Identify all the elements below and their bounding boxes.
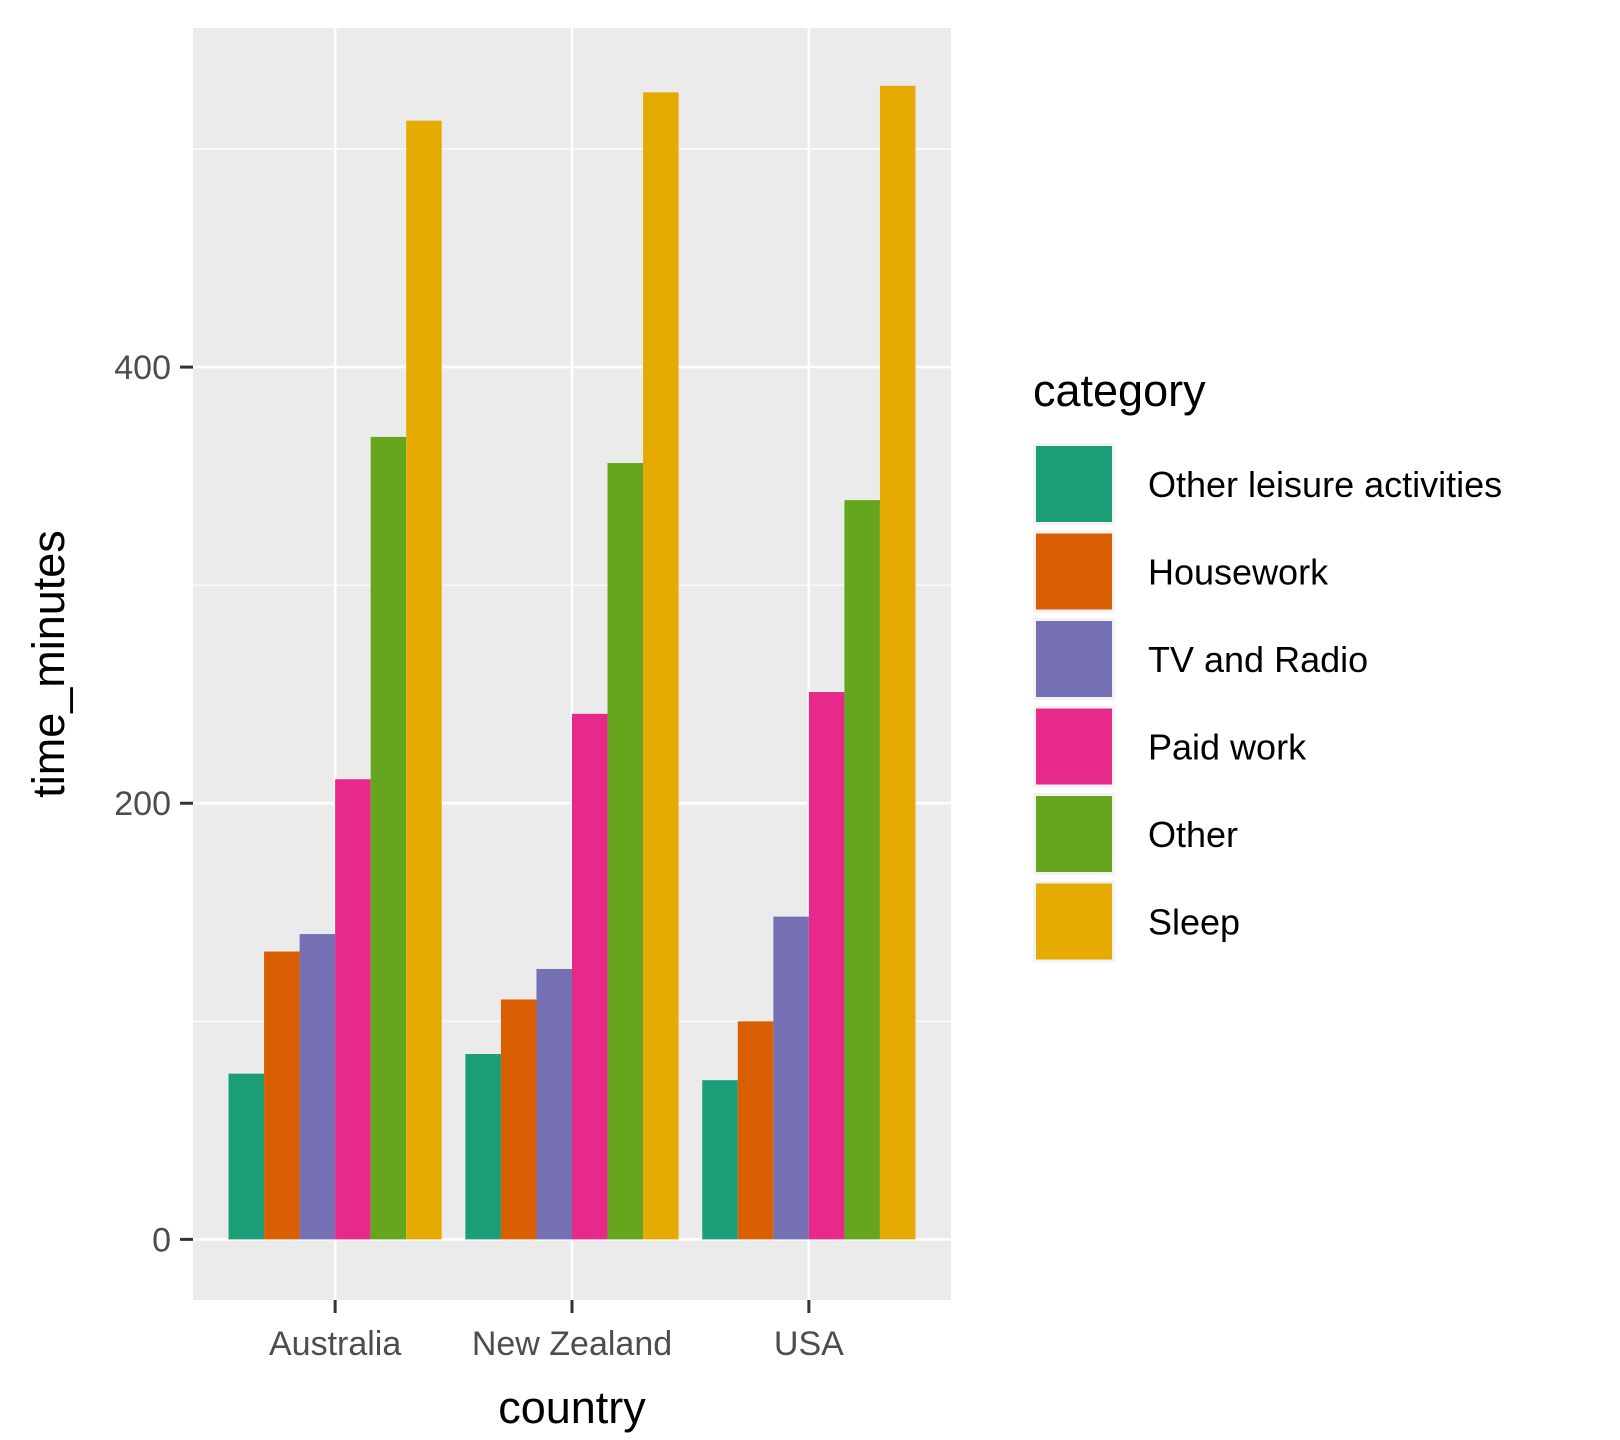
legend-title: category — [1033, 365, 1206, 416]
bar — [702, 1080, 738, 1240]
bars — [228, 85, 916, 1240]
bar — [737, 1021, 774, 1240]
bar — [406, 120, 442, 1240]
bar — [228, 1073, 265, 1240]
legend-label: Housework — [1148, 552, 1329, 593]
legend-key — [1036, 883, 1112, 960]
bar — [299, 934, 336, 1240]
legend-label: Other leisure activities — [1148, 464, 1502, 505]
y-tick-label: 400 — [114, 349, 171, 387]
legend-key — [1036, 446, 1112, 522]
bar — [773, 916, 809, 1240]
x-axis-title: country — [498, 1382, 646, 1433]
x-axis: Australia New Zealand USA — [269, 1300, 844, 1363]
bar — [808, 692, 845, 1240]
legend-key — [1036, 621, 1112, 697]
bar — [335, 779, 371, 1240]
bar — [879, 85, 916, 1240]
legend-label: Other — [1148, 814, 1238, 855]
bar — [607, 463, 644, 1240]
legend-label: TV and Radio — [1148, 639, 1368, 680]
x-tick-label: USA — [774, 1325, 844, 1363]
bar — [536, 968, 572, 1240]
bar — [572, 713, 608, 1240]
bar — [643, 92, 679, 1240]
bar — [500, 999, 537, 1240]
legend-key — [1036, 796, 1112, 872]
legend-label: Paid work — [1148, 727, 1307, 768]
legend-label: Sleep — [1148, 902, 1240, 943]
bar — [465, 1054, 501, 1240]
bar — [844, 500, 880, 1240]
legend-key — [1036, 533, 1112, 610]
legend: category Other leisure activities Housewo… — [1033, 365, 1502, 963]
bar — [264, 951, 300, 1240]
y-axis-title: time_minutes — [23, 530, 74, 798]
x-tick-label: Australia — [269, 1325, 401, 1363]
y-tick-label: 200 — [114, 785, 171, 823]
bar — [370, 436, 407, 1240]
y-tick-label: 0 — [152, 1221, 171, 1259]
y-axis: 0 200 400 — [114, 349, 193, 1259]
legend-key — [1036, 708, 1112, 785]
x-tick-label: New Zealand — [472, 1325, 672, 1363]
